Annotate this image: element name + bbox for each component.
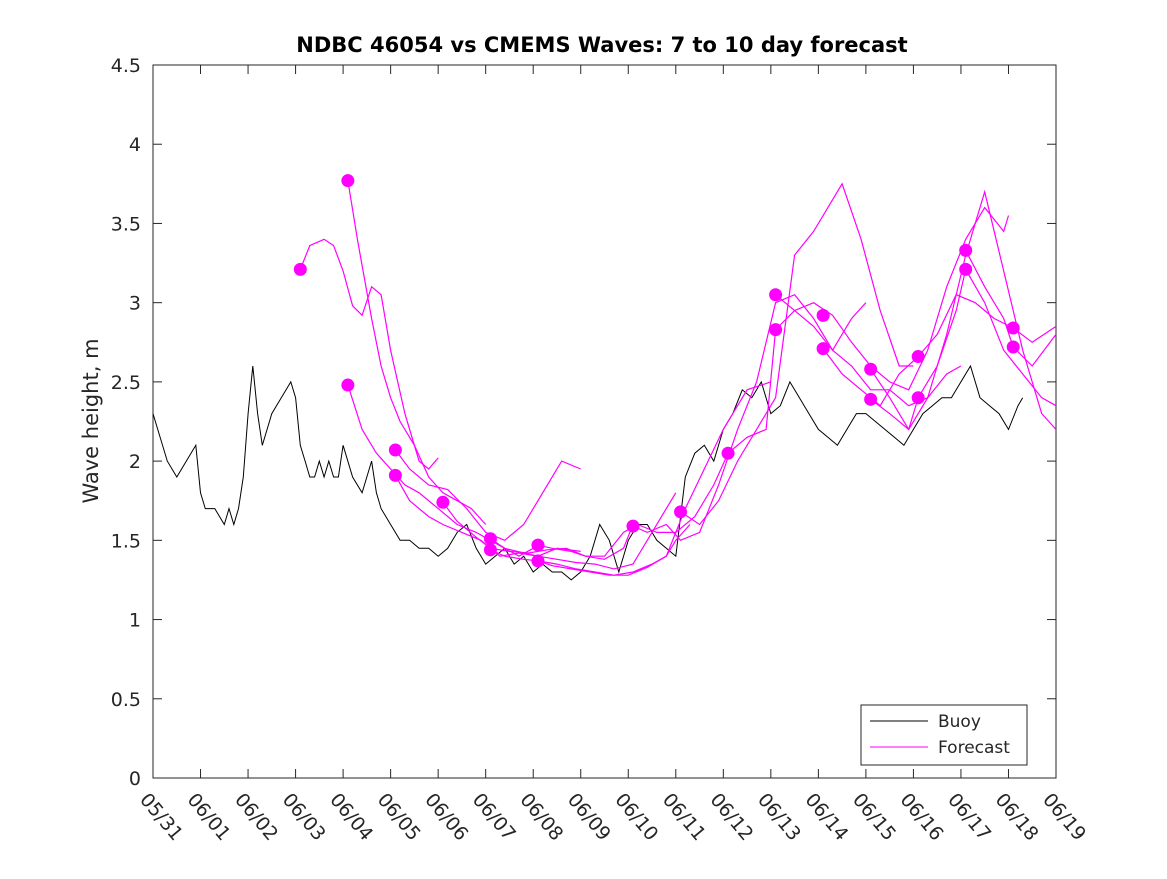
x-tick-label: 06/02 [230, 789, 282, 845]
forecast-start-marker [721, 446, 735, 460]
y-tick-label: 3.5 [111, 213, 141, 235]
forecast-start-marker [816, 342, 830, 356]
legend-label-forecast: Forecast [938, 738, 1010, 758]
x-tick-label: 06/18 [991, 789, 1043, 845]
forecast-run-line [680, 182, 914, 526]
forecast-start-marker [911, 350, 925, 364]
forecast-start-marker [959, 262, 973, 276]
x-tick-label: 06/03 [278, 789, 330, 845]
axes-box [152, 64, 1057, 779]
x-tick-label: 06/09 [563, 789, 615, 845]
x-tick-label: 06/06 [420, 789, 472, 845]
x-tick-label: 06/17 [943, 789, 995, 845]
forecast-start-marker [436, 495, 450, 509]
x-tick-label: 05/31 [135, 789, 187, 845]
x-tick-label: 06/11 [658, 789, 710, 845]
x-tick-label: 06/01 [183, 789, 235, 845]
y-tick-label: 0 [129, 768, 141, 790]
forecast-run-line [632, 293, 867, 542]
x-tick-label: 06/19 [1038, 789, 1090, 845]
forecast-run-line [775, 206, 1010, 391]
forecast-start-marker [864, 362, 878, 376]
legend-box [860, 704, 1028, 766]
forecast-start-marker [483, 543, 497, 557]
y-tick-label: 2.5 [111, 372, 141, 394]
forecast-start-marker [769, 288, 783, 302]
y-tick-label: 2 [129, 451, 141, 473]
forecast-start-marker [388, 468, 402, 482]
forecast-run-line [299, 238, 439, 470]
forecast-run-line [870, 267, 1057, 431]
forecast-start-marker [531, 538, 545, 552]
forecast-start-marker [864, 392, 878, 406]
forecast-run-line [537, 381, 771, 576]
y-tick-label: 1.5 [111, 530, 141, 552]
x-tick-label: 06/12 [705, 789, 757, 845]
x-tick-label: 06/13 [753, 789, 805, 845]
forecast-start-marker [531, 554, 545, 568]
forecast-start-marker [959, 243, 973, 257]
forecast-start-marker [388, 443, 402, 457]
x-tick-label: 06/07 [468, 789, 520, 845]
y-tick-label: 4 [129, 134, 141, 156]
y-tick-label: 3 [129, 293, 141, 315]
forecast-start-marker [341, 174, 355, 188]
x-tick-label: 06/04 [325, 789, 377, 845]
forecast-run-line [394, 449, 581, 541]
forecast-start-marker [1006, 340, 1020, 354]
forecast-run-line [537, 452, 729, 557]
forecast-start-marker [293, 262, 307, 276]
forecast-start-marker [341, 378, 355, 392]
forecast-run-line [870, 189, 1057, 431]
buoy-series-line [152, 364, 1024, 581]
forecast-start-marker [816, 308, 830, 322]
y-tick-label: 0.5 [111, 689, 141, 711]
forecast-start-marker [674, 505, 688, 519]
y-tick-label: 1 [129, 610, 141, 632]
forecast-start-marker [769, 323, 783, 337]
x-tick-label: 06/14 [801, 789, 853, 845]
forecast-start-marker [911, 391, 925, 405]
y-axis-label: Wave height, m [79, 338, 103, 503]
forecast-start-marker [626, 519, 640, 533]
x-tick-label: 06/08 [515, 789, 567, 845]
legend: Buoy Forecast [860, 704, 1028, 766]
y-tick-label: 4.5 [111, 55, 141, 77]
forecast-start-marker [1006, 321, 1020, 335]
forecast-run-line [347, 384, 534, 557]
forecast-run-line [965, 250, 1057, 367]
x-tick-label: 06/10 [610, 789, 662, 845]
forecast-start-marker [483, 532, 497, 546]
x-tick-label: 06/16 [896, 789, 948, 845]
legend-label-buoy: Buoy [938, 712, 981, 732]
forecast-run-line [490, 492, 677, 570]
chart-title: NDBC 46054 vs CMEMS Waves: 7 to 10 day f… [296, 33, 907, 57]
x-tick-label: 06/05 [373, 789, 425, 845]
x-tick-label: 06/15 [848, 789, 900, 845]
